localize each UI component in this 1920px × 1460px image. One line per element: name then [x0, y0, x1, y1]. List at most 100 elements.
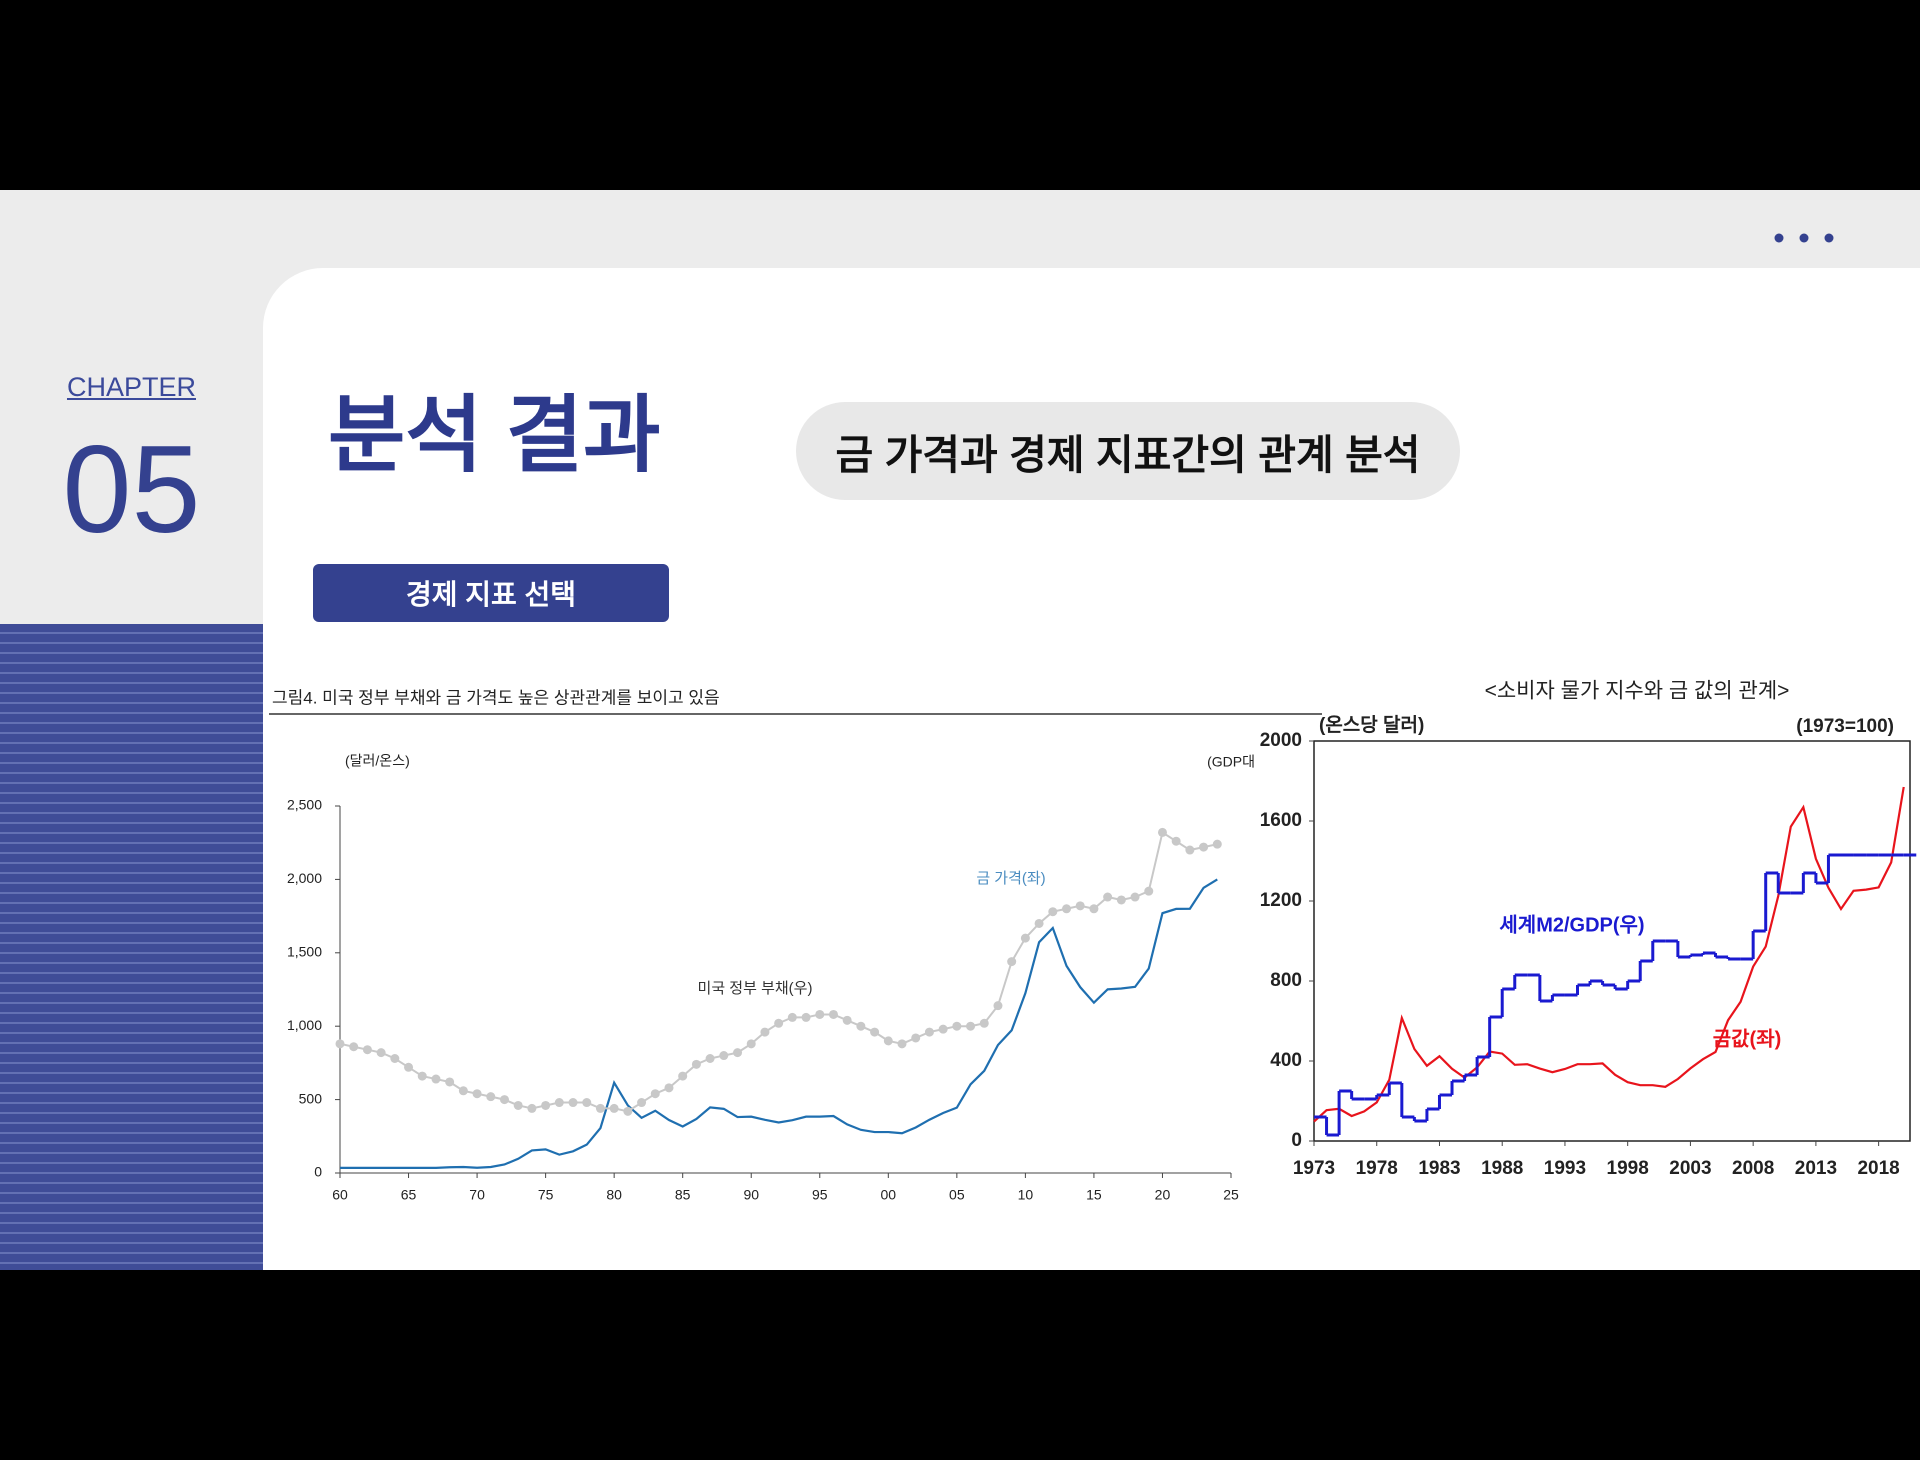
- x-tick-label: 1993: [1544, 1158, 1586, 1179]
- series-line: [1313, 786, 1905, 1123]
- y-tick-label: 1200: [1260, 890, 1302, 911]
- marker: [760, 1027, 770, 1037]
- marker: [499, 1095, 509, 1105]
- y-tick-label: 1,500: [287, 944, 322, 960]
- marker: [705, 1053, 715, 1063]
- x-tick-label: 80: [606, 1187, 622, 1203]
- marker: [856, 1021, 866, 1031]
- marker: [801, 1012, 811, 1022]
- marker: [1130, 892, 1140, 902]
- marker: [993, 1001, 1003, 1011]
- x-tick-label: 1983: [1418, 1158, 1460, 1179]
- marker: [952, 1021, 962, 1031]
- x-tick-label: 60: [332, 1187, 348, 1203]
- marker: [1007, 957, 1017, 967]
- marker: [527, 1103, 537, 1113]
- menu-dot[interactable]: [1824, 233, 1834, 243]
- x-tick-label: 2003: [1669, 1158, 1711, 1179]
- marker: [595, 1103, 605, 1113]
- marker: [691, 1059, 701, 1069]
- marker: [733, 1048, 743, 1058]
- marker: [445, 1077, 455, 1087]
- subtitle-pill: 금 가격과 경제 지표간의 관계 분석: [796, 402, 1460, 500]
- plot-frame: [1313, 740, 1911, 1142]
- y-tick-label: 800: [1270, 970, 1302, 991]
- chapter-label: CHAPTER: [66, 372, 196, 402]
- marker: [1212, 839, 1222, 849]
- y-tick-label: 1600: [1260, 810, 1302, 831]
- series-label: 금값(좌): [1713, 1027, 1782, 1050]
- marker: [1116, 895, 1126, 905]
- marker: [746, 1039, 756, 1049]
- marker: [979, 1018, 989, 1028]
- marker: [938, 1024, 948, 1034]
- marker: [828, 1009, 838, 1019]
- x-tick-label: 2008: [1732, 1158, 1774, 1179]
- marker: [1048, 907, 1058, 917]
- marker: [486, 1092, 496, 1102]
- marker: [417, 1071, 427, 1081]
- x-tick-label: 2018: [1857, 1158, 1899, 1179]
- marker: [362, 1045, 372, 1055]
- x-tick-label: 1998: [1607, 1158, 1649, 1179]
- y-axis-label: (달러/온스): [345, 753, 410, 769]
- x-tick-label: 90: [743, 1187, 759, 1203]
- marker: [883, 1036, 893, 1046]
- series-label: 세계M2/GDP(우): [1499, 913, 1644, 936]
- x-tick-label: 00: [881, 1187, 897, 1203]
- marker: [1034, 918, 1044, 928]
- select-button[interactable]: 경제 지표 선택: [313, 564, 669, 622]
- y-tick-label: 2,500: [287, 797, 322, 813]
- y-tick-label: 0: [1291, 1130, 1302, 1151]
- marker: [349, 1042, 359, 1052]
- marker: [1157, 827, 1167, 837]
- marker: [924, 1027, 934, 1037]
- y-tick-label: 400: [1270, 1050, 1302, 1071]
- marker: [1199, 842, 1209, 852]
- marker: [1103, 892, 1113, 902]
- marker: [335, 1039, 345, 1049]
- marker: [431, 1074, 441, 1084]
- marker: [870, 1027, 880, 1037]
- x-tick-label: 1973: [1293, 1158, 1335, 1179]
- x-tick-label: 70: [469, 1187, 485, 1203]
- marker: [1089, 904, 1099, 914]
- marker: [897, 1039, 907, 1049]
- marker: [842, 1015, 852, 1025]
- marker: [1075, 901, 1085, 911]
- y-tick-label: 500: [299, 1090, 323, 1106]
- slide-title: 분석 결과: [328, 388, 661, 482]
- marker: [554, 1098, 564, 1108]
- marker: [1144, 886, 1154, 896]
- series-label: 미국 정부 부채(우): [698, 980, 813, 997]
- chart-title: <소비자 물가 지수와 금 값의 관계>: [1485, 680, 1790, 703]
- series-label: 금 가격(좌): [976, 870, 1045, 887]
- marker: [1185, 845, 1195, 855]
- marker: [815, 1009, 825, 1019]
- x-tick-label: 20: [1155, 1187, 1171, 1203]
- marker: [376, 1048, 386, 1058]
- x-tick-label: 65: [401, 1187, 417, 1203]
- series-line: [340, 878, 1218, 1169]
- chart-title: 그림4. 미국 정부 부채와 금 가격도 높은 상관관계를 보이고 있음: [272, 688, 720, 707]
- marker: [1062, 904, 1072, 914]
- y2-axis-label: (1973=100): [1796, 716, 1894, 737]
- marker: [568, 1098, 578, 1108]
- menu-dot[interactable]: [1799, 233, 1809, 243]
- x-tick-label: 10: [1018, 1187, 1034, 1203]
- series-line: [339, 830, 1218, 1113]
- marker: [582, 1098, 592, 1108]
- x-tick-label: 75: [538, 1187, 554, 1203]
- marker: [458, 1086, 468, 1096]
- marker: [678, 1071, 688, 1081]
- menu-dot[interactable]: [1774, 233, 1784, 243]
- x-tick-label: 2013: [1795, 1158, 1837, 1179]
- x-tick-label: 05: [949, 1187, 965, 1203]
- marker: [1020, 933, 1030, 943]
- marker: [650, 1089, 660, 1099]
- marker: [1171, 836, 1181, 846]
- marker: [911, 1033, 921, 1043]
- marker: [787, 1012, 797, 1022]
- marker: [637, 1098, 647, 1108]
